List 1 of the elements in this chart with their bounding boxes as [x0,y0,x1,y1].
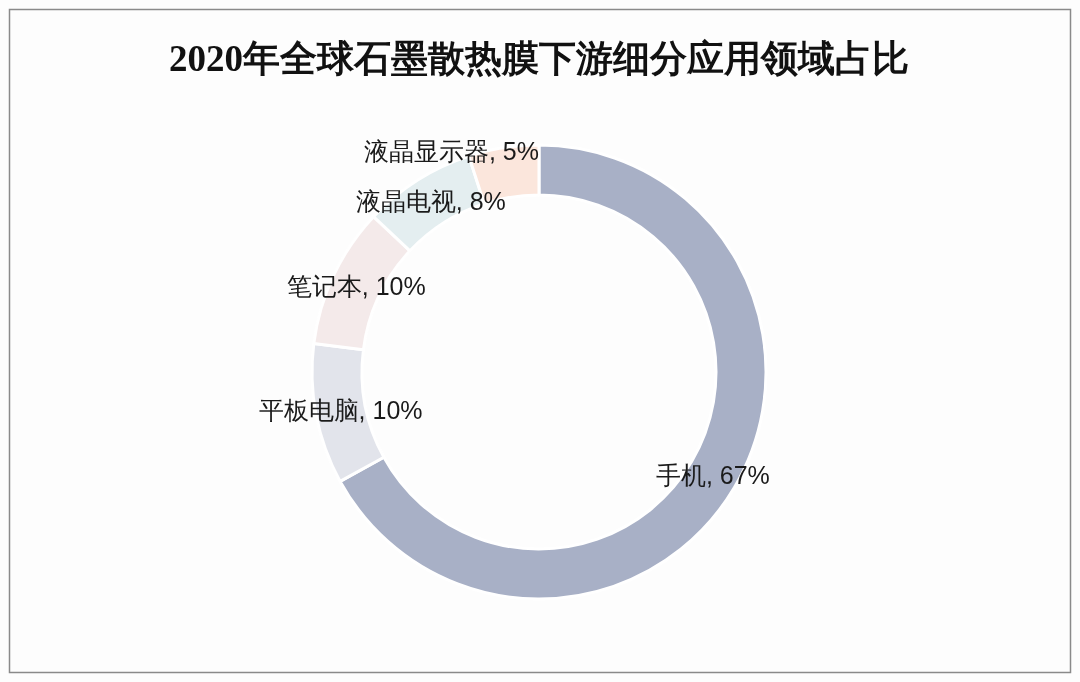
title: 2020年全球石墨散热膜下游细分应用领域占比 [169,37,909,79]
